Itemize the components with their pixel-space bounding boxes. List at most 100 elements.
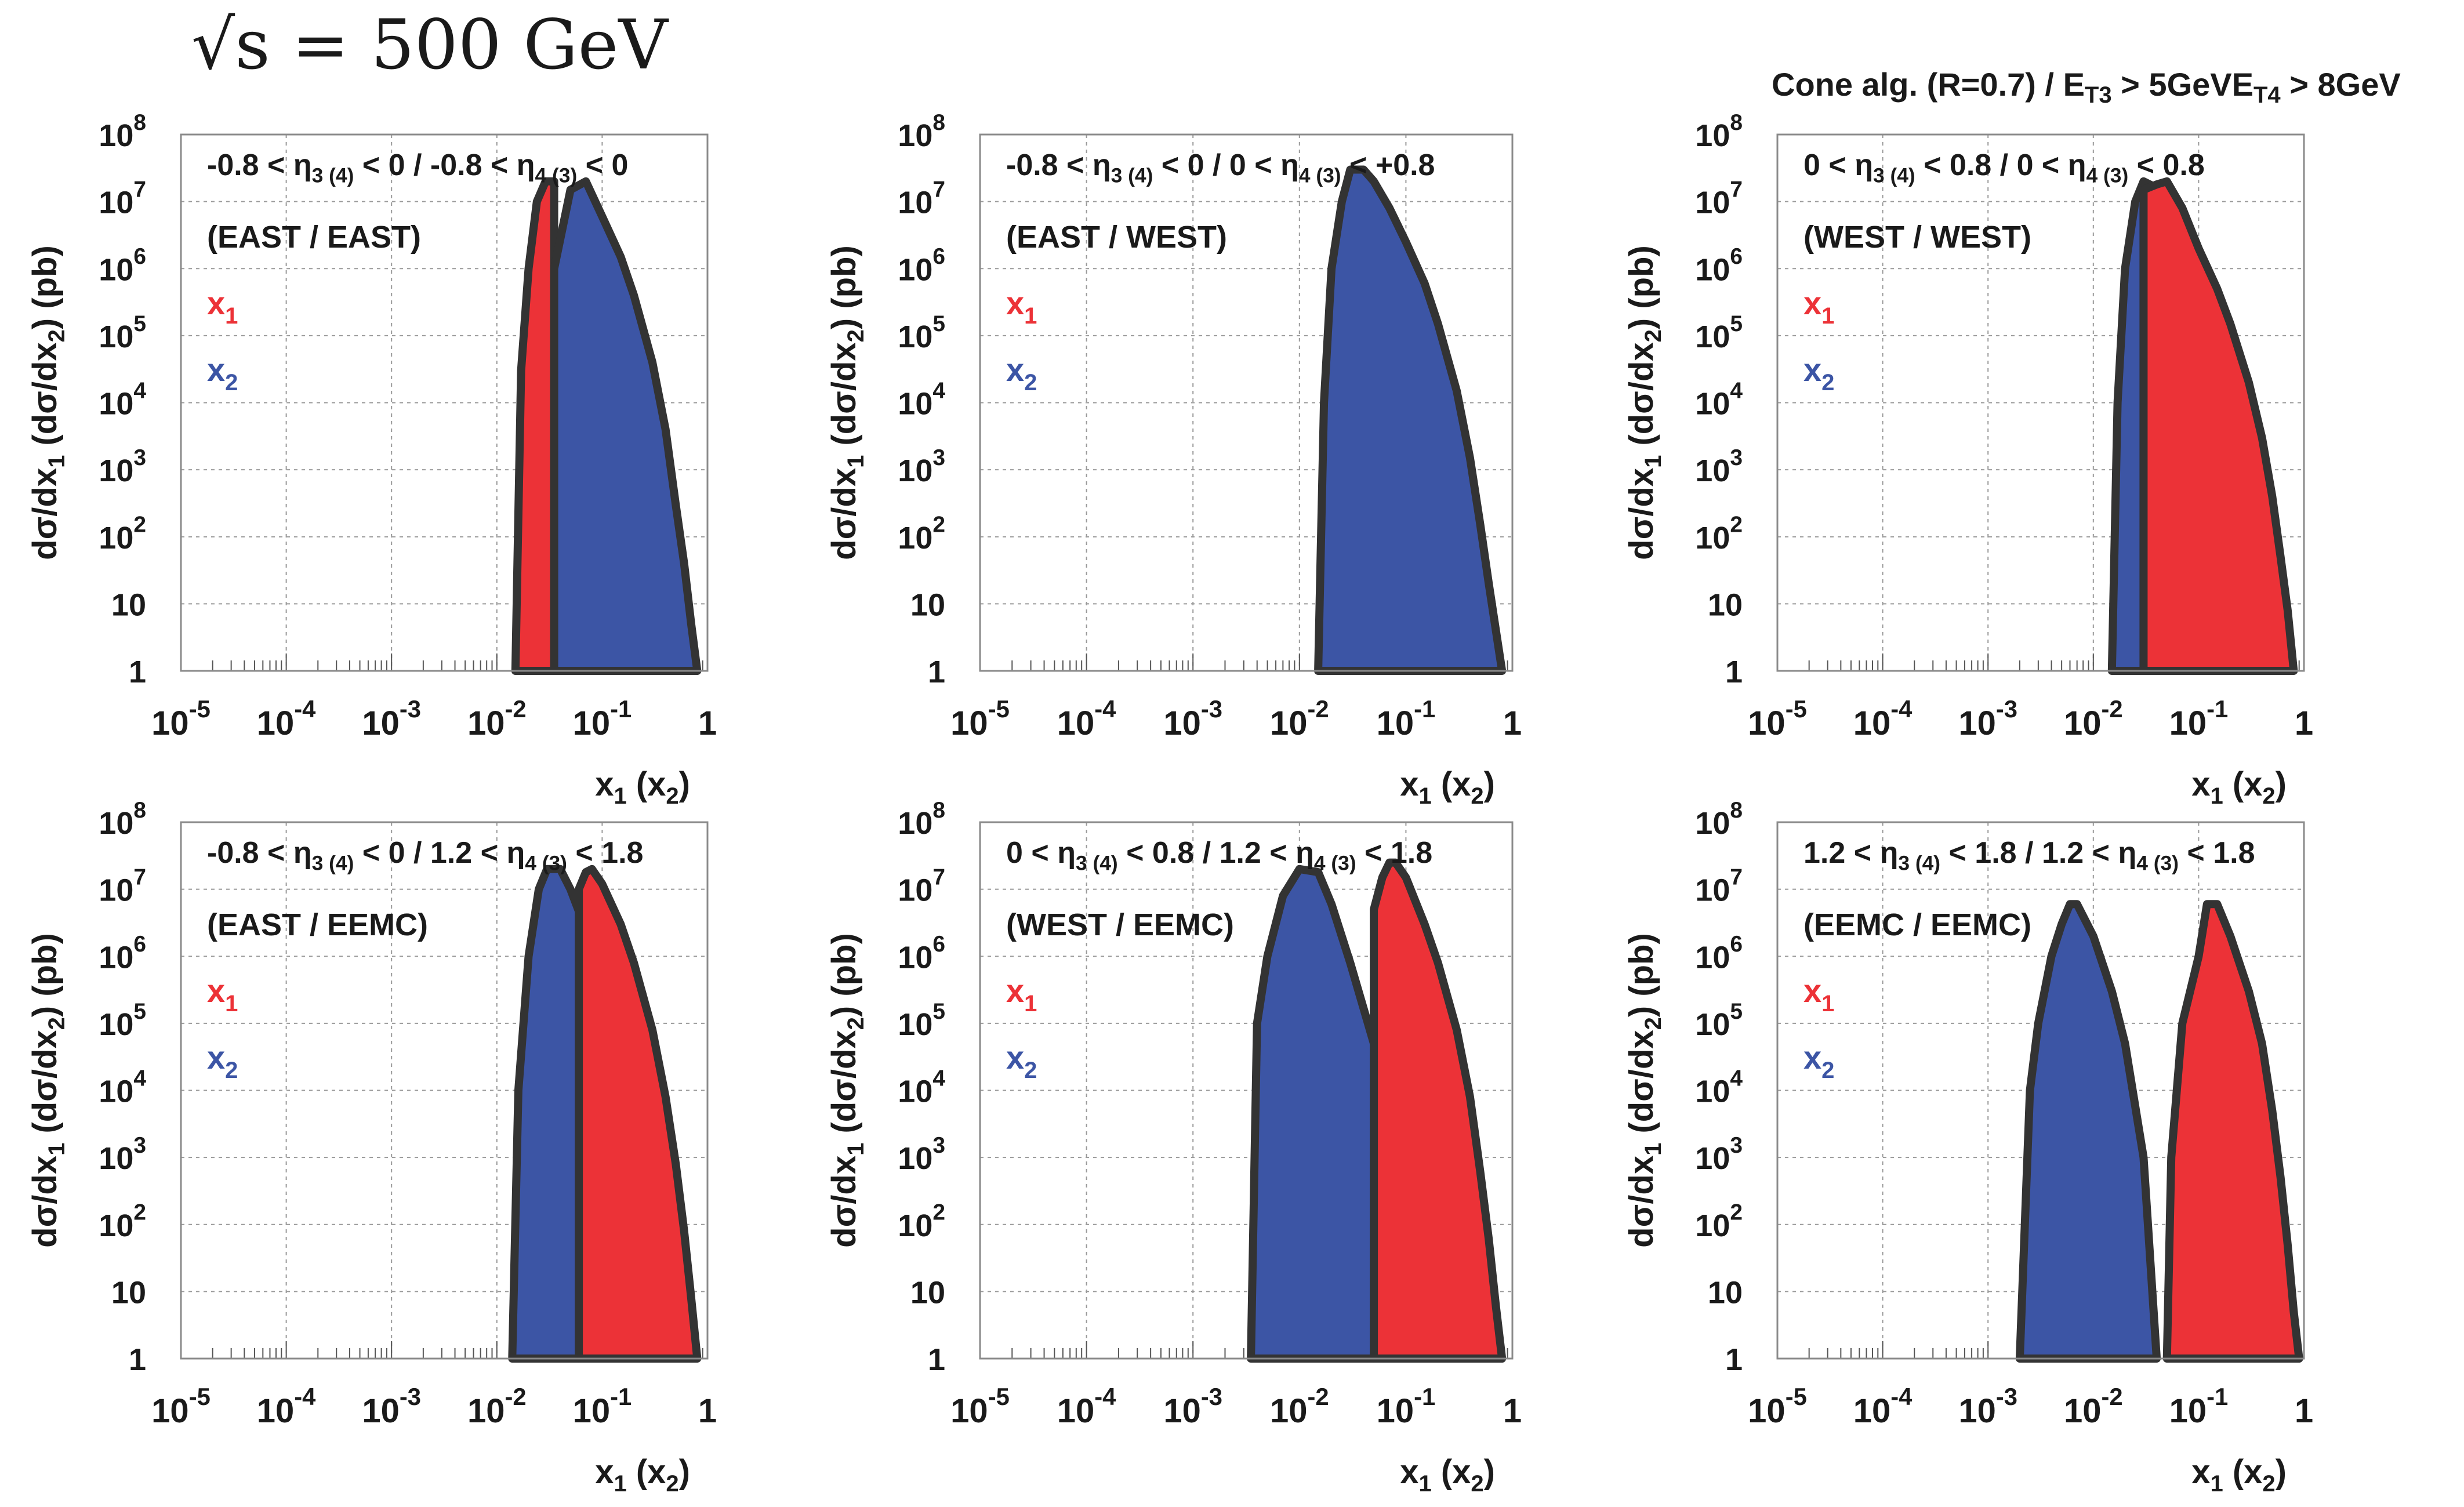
y-tick-label: 106	[1695, 932, 1743, 975]
header-note: Cone alg. (R=0.7) / ET3 > 5GeVET4 > 8GeV	[1772, 66, 2401, 108]
x-tick-label: 10-3	[1163, 695, 1222, 742]
x-tick-label: 10-4	[1057, 1383, 1116, 1430]
y-tick-label: 107	[99, 865, 146, 908]
x-tick-label: 10-4	[1057, 695, 1116, 742]
series-area-x2	[2015, 900, 2161, 1363]
legend-entry-x1: x1	[207, 972, 238, 1016]
legend-entry-x2: x2	[207, 1039, 238, 1083]
y-tick-label: 108	[898, 110, 945, 153]
y-tick-label: 103	[1695, 1133, 1743, 1176]
x-tick-label: 10-3	[1163, 1383, 1222, 1430]
plot-frame	[979, 821, 1514, 1360]
x-tick-label: 10-5	[151, 695, 211, 742]
y-tick-label: 1	[928, 1342, 945, 1377]
x-axis-label: x1 (x2)	[2191, 765, 2287, 809]
chart-panel-6: 1 10 102 103 104 105 106 107 108 10-5 10-4 10-3 10-2…	[1623, 798, 2313, 1497]
y-tick-label: 103	[99, 1133, 146, 1176]
detector-label: (EEMC / EEMC)	[1803, 907, 2031, 942]
detector-label: (EAST / EAST)	[207, 220, 421, 255]
y-tick-label: 105	[99, 999, 146, 1042]
y-tick-label: 10	[111, 1275, 146, 1310]
header-note-prefix: Cone alg. (R=0.7) /	[1772, 66, 2063, 103]
x-tick-label: 10-3	[1958, 695, 2017, 742]
x-tick-label: 10-1	[2169, 695, 2229, 742]
y-tick-label: 107	[898, 865, 945, 908]
header-note-et3-sub: T3	[2085, 82, 2112, 108]
x-tick-label: 1	[698, 705, 717, 742]
x-tick-label: 10-5	[151, 1383, 211, 1430]
legend-entry-x2: x2	[1803, 351, 1834, 395]
x-tick-label: 10-1	[1377, 1383, 1436, 1430]
y-tick-label: 104	[898, 378, 945, 421]
chart-panel-3: 1 10 102 103 104 105 106 107 108 10-5 10-4 10-3 10-2…	[1623, 110, 2313, 809]
chart-panel-4: 1 10 102 103 104 105 106 107 108 10-5 10-4 10-3 10-2…	[26, 798, 717, 1497]
y-tick-label: 105	[898, 999, 945, 1042]
y-tick-label: 105	[898, 311, 945, 354]
y-tick-label: 102	[99, 1200, 146, 1243]
x-tick-label: 10-2	[1270, 695, 1329, 742]
legend-entry-x1: x1	[1803, 972, 1834, 1016]
detector-label: (WEST / WEST)	[1803, 220, 2031, 255]
legend-entry-x1: x1	[1803, 285, 1834, 329]
x-tick-label: 10-4	[257, 1383, 316, 1430]
legend-entry-x2: x2	[1006, 351, 1037, 395]
y-tick-label: 106	[99, 244, 146, 287]
y-tick-label: 10	[1708, 1275, 1743, 1310]
y-tick-label: 107	[898, 177, 945, 220]
legend-entry-x2: x2	[207, 351, 238, 395]
figure-title: √s = 500 GeV	[191, 5, 669, 85]
x-axis-label: x1 (x2)	[1400, 765, 1495, 809]
series-area-x2	[550, 177, 702, 675]
y-tick-label: 105	[1695, 999, 1743, 1042]
y-tick-label: 105	[99, 311, 146, 354]
chart-panels: 1 10 102 103 104 105 106 107 108 10-5 10-4 10-3 10-2…	[26, 110, 2313, 1497]
y-tick-label: 108	[898, 798, 945, 841]
y-tick-label: 108	[1695, 798, 1743, 841]
legend-entry-x2: x2	[1006, 1039, 1037, 1083]
x-tick-label: 10-1	[573, 695, 632, 742]
x-tick-label: 1	[2295, 705, 2313, 742]
series-area-x2	[1314, 165, 1507, 675]
x-tick-label: 10-4	[1853, 695, 1913, 742]
x-axis-label: x1 (x2)	[595, 1453, 690, 1497]
y-tick-label: 105	[1695, 311, 1743, 354]
x-tick-label: 10-5	[950, 695, 1010, 742]
x-tick-label: 10-5	[950, 1383, 1010, 1430]
y-axis-label: dσ/dx1 (dσ/dx2) (pb)	[1623, 245, 1666, 560]
region-label: -0.8 < η3 (4)​ < 0 / 0 < η4 (3)​ < +0.8	[1006, 148, 1435, 187]
plot-frame	[1776, 133, 2305, 672]
legend-entry-x2: x2	[1803, 1039, 1834, 1083]
y-tick-label: 102	[99, 513, 146, 555]
y-tick-label: 106	[898, 932, 945, 975]
y-tick-label: 107	[1695, 865, 1743, 908]
detector-label: (WEST / EEMC)	[1006, 907, 1234, 942]
region-label: 0 < η3 (4)​ < 0.8 / 1.2 < η4 (3)​ < 1.8	[1006, 836, 1432, 874]
x-tick-label: 10-2	[1270, 1383, 1329, 1430]
chart-panel-1: 1 10 102 103 104 105 106 107 108 10-5 10-4 10-3 10-2…	[26, 110, 717, 809]
y-axis-label: dσ/dx1 (dσ/dx2) (pb)	[26, 933, 70, 1248]
legend-entry-x1: x1	[207, 285, 238, 329]
y-tick-label: 103	[1695, 445, 1743, 488]
x-tick-label: 10-4	[1853, 1383, 1913, 1430]
series-area-x1	[2162, 900, 2303, 1363]
detector-label: (EAST / EEMC)	[207, 907, 428, 942]
x-tick-label: 10-1	[2169, 1383, 2229, 1430]
y-tick-label: 106	[898, 244, 945, 287]
plot-frame	[180, 133, 709, 672]
plot-frame	[979, 133, 1514, 672]
y-tick-label: 1	[1725, 1342, 1743, 1377]
header-note-et4-sub: T4	[2253, 82, 2281, 108]
y-tick-label: 104	[99, 1066, 146, 1109]
y-tick-label: 108	[99, 798, 146, 841]
y-tick-label: 102	[1695, 1200, 1743, 1243]
chart-panel-2: 1 10 102 103 104 105 106 107 108 10-5 10-4 10-3 10-2…	[825, 110, 1522, 809]
y-tick-label: 102	[1695, 513, 1743, 555]
y-tick-label: 108	[1695, 110, 1743, 153]
y-tick-label: 103	[898, 445, 945, 488]
y-tick-label: 104	[1695, 378, 1743, 421]
y-tick-label: 102	[898, 513, 945, 555]
header-note-et3-base: E	[2063, 66, 2085, 103]
series-area-x1	[1370, 858, 1507, 1363]
x-tick-label: 10-1	[1377, 695, 1436, 742]
